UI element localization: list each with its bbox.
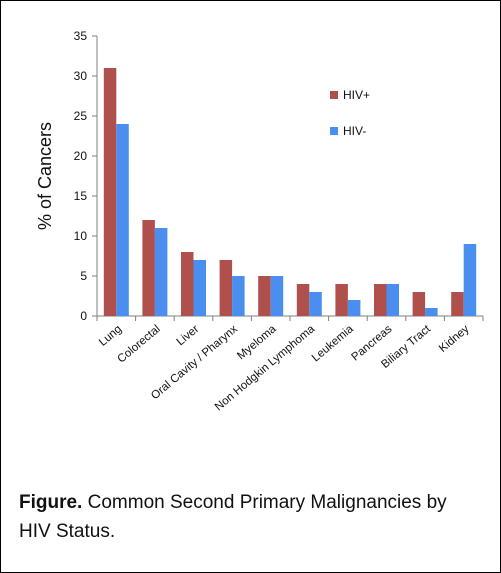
y-tick-label: 35 (74, 29, 88, 43)
bar-hiv-neg (116, 124, 129, 316)
y-tick-label: 20 (74, 149, 88, 163)
bar-hiv-pos (181, 252, 194, 316)
bar-hiv-pos (335, 284, 348, 316)
bar-hiv-pos (258, 276, 271, 316)
bar-hiv-neg (154, 228, 168, 316)
legend-swatch (330, 91, 338, 99)
figure-caption: Figure. Common Second Primary Malignanci… (19, 488, 459, 546)
bar-hiv-pos (451, 292, 464, 316)
bar-hiv-pos (219, 260, 233, 316)
y-tick-label: 5 (80, 269, 87, 283)
y-tick-label: 10 (74, 229, 88, 243)
x-category-label: Leukemia (310, 323, 356, 365)
bar-hiv-pos (103, 68, 117, 316)
y-tick-label: 25 (74, 109, 88, 123)
y-tick-label: 30 (74, 69, 88, 83)
caption-lead: Figure. (19, 492, 83, 513)
bar-hiv-pos (412, 292, 426, 316)
y-tick-label: 0 (80, 309, 87, 323)
legend-label: HIV- (343, 124, 366, 138)
legend-label: HIV+ (343, 88, 370, 102)
bar-hiv-neg (463, 244, 477, 316)
legend-swatch (330, 127, 338, 135)
chart-legend: HIV+ HIV- (330, 88, 370, 138)
bar-hiv-neg (232, 276, 245, 316)
bar-hiv-pos (374, 284, 387, 316)
y-axis-label: % of Cancers (35, 122, 55, 230)
caption-text: Common Second Primary Malignancies by HI… (19, 492, 447, 542)
bar-hiv-neg (270, 276, 284, 316)
bar-hiv-pos (296, 284, 310, 316)
x-category-label: Liver (175, 323, 202, 348)
bar-hiv-neg (386, 284, 399, 316)
y-tick-label: 15 (74, 189, 88, 203)
bar-hiv-pos (142, 220, 155, 316)
x-category-label: Lung (97, 323, 124, 349)
bar-hiv-neg (193, 260, 206, 316)
x-category-label: Kidney (437, 323, 472, 355)
x-category-label: Colorectal (115, 323, 162, 365)
bar-hiv-neg (309, 292, 322, 316)
chart-ticks: 0 5 10 15 20 25 30 35 (74, 29, 484, 323)
bar-hiv-neg (347, 300, 361, 316)
chart-bars (103, 68, 477, 316)
bar-hiv-neg (425, 308, 438, 316)
